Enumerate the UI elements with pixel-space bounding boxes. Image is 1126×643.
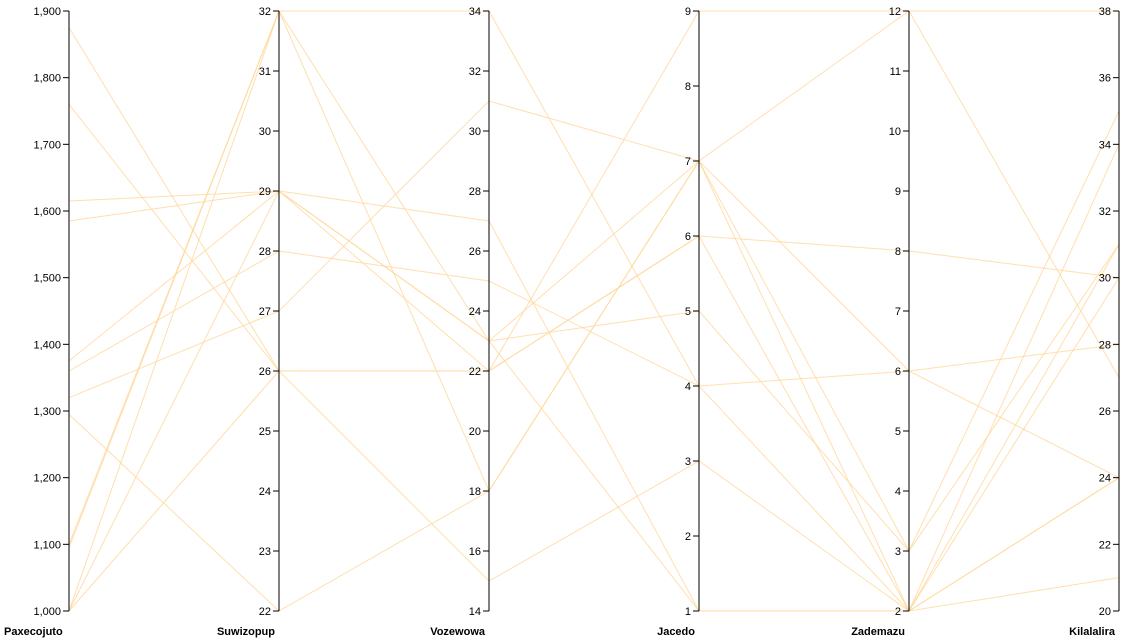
tick-label: 14 — [469, 606, 481, 618]
tick-label: 30 — [259, 126, 271, 138]
tick-label: 26 — [469, 246, 481, 258]
tick-label: 30 — [469, 126, 481, 138]
record-line-10 — [68, 9, 1120, 548]
tick-label: 2 — [895, 606, 901, 618]
tick-label: 20 — [1099, 606, 1111, 618]
tick-label: 5 — [895, 426, 901, 438]
axis-kilalalira: 20 22 24 26 28 30 32 34 36 38 Kilalalira — [1069, 6, 1120, 638]
tick-label: 1,900 — [33, 6, 61, 18]
tick-label: 26 — [1099, 406, 1111, 418]
record-line-1 — [68, 27, 1120, 613]
tick-label: 6 — [685, 231, 691, 243]
tick-label: 1,600 — [33, 206, 61, 218]
record-line-6 — [68, 250, 1120, 387]
tick-label: 7 — [895, 306, 901, 318]
tick-label: 5 — [685, 306, 691, 318]
tick-label: 31 — [259, 66, 271, 78]
tick-label: 18 — [469, 486, 481, 498]
axis-vozewowa: 14 16 18 20 22 24 26 28 30 32 34 Vozewowa — [430, 6, 490, 638]
axis-zademazu: 2 3 4 5 6 7 8 9 10 11 12 Zademazu — [851, 6, 910, 638]
tick-label: 3 — [895, 546, 901, 558]
tick-label: 38 — [1099, 6, 1111, 18]
tick-label: 12 — [889, 6, 901, 18]
axes: 1,000 1,100 1,200 1,300 1,400 1,500 1,600 1,700… — [4, 6, 1120, 638]
tick-label: 3 — [685, 456, 691, 468]
record-line-8 — [68, 110, 1120, 612]
tick-label: 16 — [469, 546, 481, 558]
record-line-11 — [68, 235, 1120, 612]
tick-label: 30 — [1099, 273, 1111, 285]
tick-label: 1,300 — [33, 406, 61, 418]
tick-label: 11 — [890, 66, 901, 78]
tick-label: 29 — [259, 186, 271, 198]
tick-label: 9 — [895, 186, 901, 198]
tick-label: 10 — [889, 126, 901, 138]
tick-label: 36 — [1099, 73, 1111, 85]
tick-label: 25 — [259, 426, 271, 438]
tick-label: 9 — [685, 6, 691, 18]
tick-label: 22 — [1099, 539, 1111, 551]
tick-label: 22 — [469, 366, 481, 378]
tick-label: 34 — [469, 6, 481, 18]
record-line-12 — [68, 9, 1119, 612]
tick-label: 1,700 — [33, 139, 61, 151]
tick-label: 20 — [469, 426, 481, 438]
axis-jacedo: 1 2 3 4 5 6 7 8 9 Jacedo — [657, 6, 700, 638]
tick-label: 32 — [1099, 206, 1111, 218]
tick-label: 1,500 — [33, 273, 61, 285]
record-line-2 — [68, 104, 1120, 612]
tick-label: 1 — [685, 606, 691, 618]
record-line-7 — [68, 100, 1120, 612]
tick-label: 4 — [685, 381, 691, 393]
tick-label: 1,200 — [33, 473, 61, 485]
tick-label: 28 — [469, 186, 481, 198]
tick-label: 34 — [1099, 139, 1111, 151]
tick-label: 24 — [259, 486, 271, 498]
tick-label: 6 — [895, 366, 901, 378]
axis-title: Zademazu — [851, 626, 905, 638]
record-line-3 — [68, 190, 1120, 612]
tick-label: 24 — [469, 306, 481, 318]
tick-label: 2 — [685, 531, 691, 543]
tick-label: 1,800 — [33, 73, 61, 85]
tick-label: 26 — [259, 366, 271, 378]
tick-label: 8 — [685, 81, 691, 93]
tick-label: 22 — [259, 606, 271, 618]
axis-title: Paxecojuto — [4, 626, 63, 638]
tick-label: 7 — [685, 156, 691, 168]
series-lines — [68, 9, 1120, 613]
axis-suwizopup: 22 23 24 25 26 27 28 29 30 31 32 Suwizopup — [217, 6, 280, 638]
record-line-5 — [68, 190, 1120, 552]
record-line-13 — [68, 190, 1120, 612]
tick-label: 1,000 — [33, 606, 61, 618]
tick-label: 1,400 — [33, 339, 61, 351]
axis-title: Vozewowa — [430, 626, 486, 638]
axis-title: Jacedo — [657, 626, 695, 638]
tick-label: 32 — [259, 6, 271, 18]
tick-label: 23 — [259, 546, 271, 558]
axis-paxecojuto: 1,000 1,100 1,200 1,300 1,400 1,500 1,600 1,700… — [4, 6, 70, 638]
tick-label: 27 — [259, 306, 271, 318]
record-line-4 — [68, 10, 1120, 378]
tick-label: 32 — [469, 66, 481, 78]
tick-label: 24 — [1099, 473, 1111, 485]
tick-label: 28 — [259, 246, 271, 258]
tick-label: 4 — [895, 486, 901, 498]
axis-title: Kilalalira — [1069, 626, 1116, 638]
tick-label: 28 — [1099, 339, 1111, 351]
tick-label: 1,100 — [33, 539, 61, 551]
tick-label: 8 — [895, 246, 901, 258]
axis-title: Suwizopup — [217, 626, 275, 638]
